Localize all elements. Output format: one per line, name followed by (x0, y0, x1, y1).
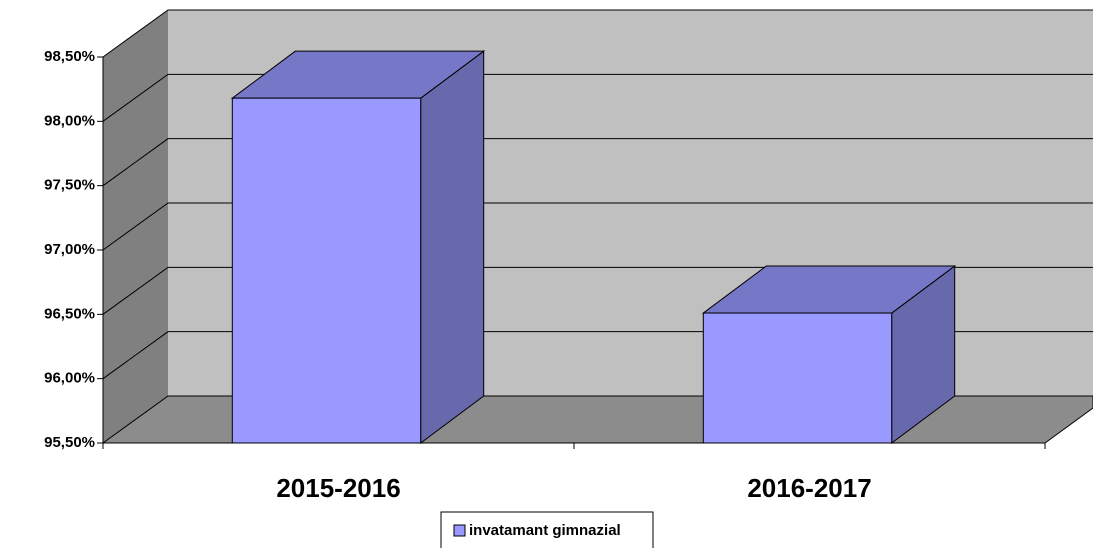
legend (440, 511, 654, 548)
grid-line (102, 73, 1093, 122)
legend-label: invatamant gimnazial (469, 522, 621, 539)
bar (702, 312, 893, 444)
y-tick-label: 97,00% (44, 241, 95, 258)
x-tick-label: 2015-2016 (276, 473, 400, 503)
legend-swatch (453, 524, 466, 537)
y-tick-label: 98,50% (44, 48, 95, 65)
y-tick-label: 97,50% (44, 177, 95, 194)
x-tick-label: 2016-2017 (747, 473, 871, 503)
y-tick-label: 98,00% (44, 112, 95, 129)
bar (231, 97, 422, 444)
grid-line (102, 9, 1093, 58)
y-tick-label: 95,50% (44, 434, 95, 451)
grid-line (102, 202, 1093, 251)
y-tick-label: 96,50% (44, 305, 95, 322)
y-tick-label: 96,00% (44, 370, 95, 387)
bar-side (420, 50, 485, 444)
grid-line (102, 138, 1093, 187)
